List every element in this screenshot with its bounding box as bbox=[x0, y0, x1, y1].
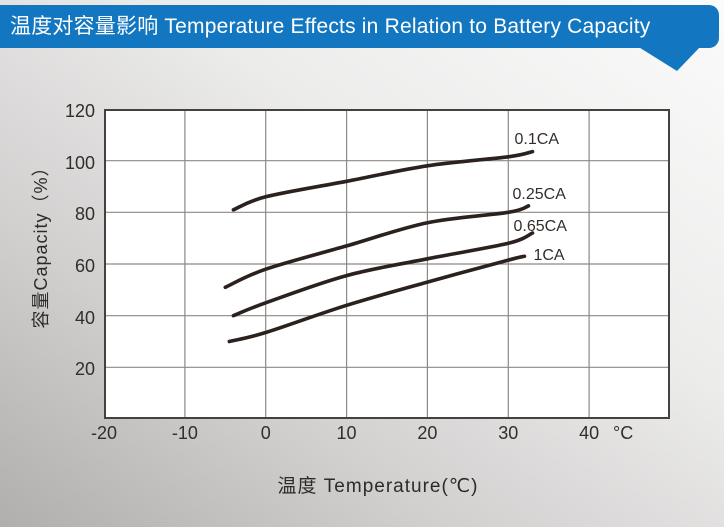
y-tick-label: 100 bbox=[64, 152, 95, 173]
curve-label-0.65CA: 0.65CA bbox=[513, 218, 567, 235]
x-tick-label: -10 bbox=[171, 423, 198, 443]
x-tick-label: 0 bbox=[260, 423, 271, 443]
x-tick-label: 10 bbox=[336, 423, 357, 443]
y-tick-label: 60 bbox=[74, 256, 95, 276]
page-title: 温度对容量影响 Temperature Effects in Relation … bbox=[10, 15, 651, 38]
curve-1CA bbox=[227, 254, 527, 344]
y-tick-label: 20 bbox=[74, 359, 95, 380]
curve-0.25CA bbox=[223, 204, 531, 290]
curve-label-0.1CA: 0.1CA bbox=[514, 130, 559, 148]
x-tick-label: -20 bbox=[90, 423, 117, 443]
x-axis-title: 温度 Temperature(℃) bbox=[277, 476, 479, 497]
y-axis-title: 容量Capacity（%） bbox=[31, 157, 51, 329]
plot-border bbox=[104, 109, 670, 419]
curve-label-1CA: 1CA bbox=[533, 247, 565, 265]
curve-label-0.25CA: 0.25CA bbox=[512, 185, 566, 203]
curve-0.65CA bbox=[231, 231, 535, 318]
y-tick-label: 40 bbox=[74, 307, 95, 328]
plot-area bbox=[104, 109, 670, 419]
header-banner: 温度对容量影响 Temperature Effects in Relation … bbox=[0, 5, 719, 48]
x-tick-label: 20 bbox=[417, 423, 438, 443]
x-axis-unit-label: °C bbox=[613, 423, 634, 443]
y-tick-label: 80 bbox=[74, 204, 95, 225]
x-tick-label: 40 bbox=[579, 423, 600, 443]
y-tick-label: 120 bbox=[64, 101, 95, 121]
banner-tail-icon bbox=[637, 46, 701, 71]
x-tick-label: 30 bbox=[498, 423, 519, 443]
curve-0.1CA bbox=[231, 149, 535, 212]
banner-tail-shape bbox=[637, 46, 701, 71]
